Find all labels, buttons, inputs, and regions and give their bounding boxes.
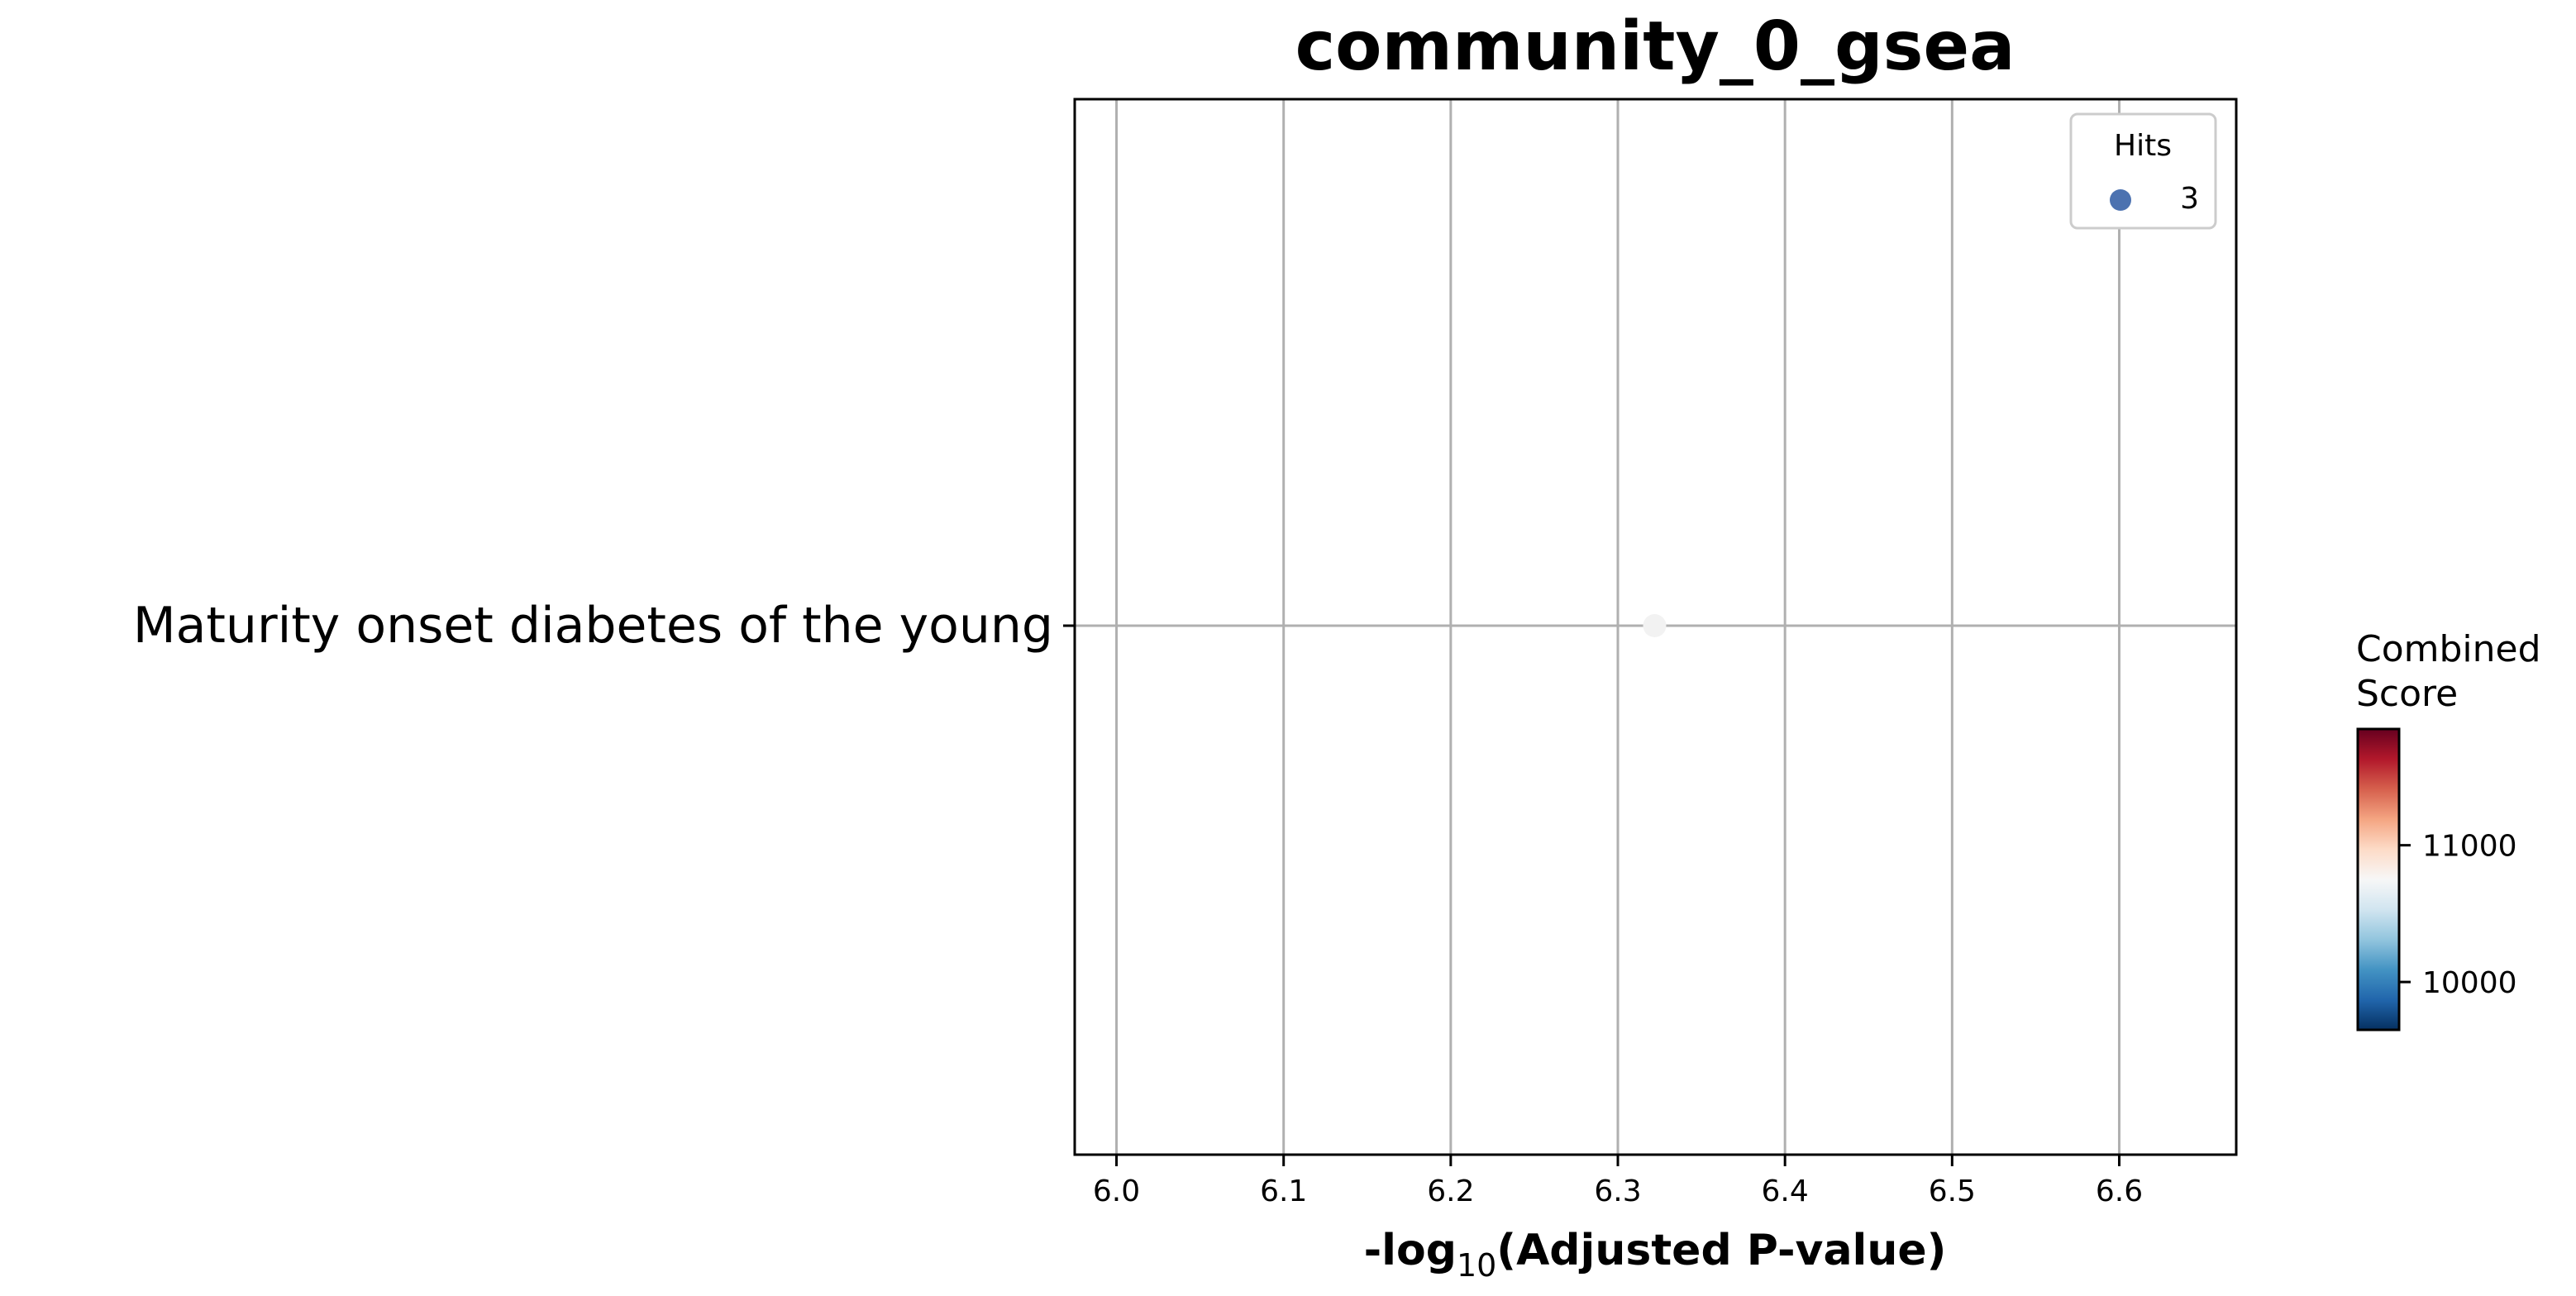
x-tick-label: 6.4 [1762, 1174, 1809, 1208]
y-ticks: Maturity onset diabetes of the young [133, 597, 1075, 655]
chart-title: community_0_gsea [1295, 7, 2015, 86]
y-tick-label: Maturity onset diabetes of the young [133, 597, 1053, 655]
legend-marker [2110, 189, 2131, 211]
x-axis-label-suffix: (Adjusted P-value) [1496, 1226, 1946, 1275]
colorbar-tick-label: 11000 [2422, 830, 2517, 864]
x-axis-label-subscript: 10 [1457, 1247, 1496, 1284]
colorbar-ticks: 10000 11000 [2399, 830, 2517, 1000]
x-tick-label: 6.5 [1929, 1174, 1976, 1208]
x-tick-label: 6.2 [1427, 1174, 1474, 1208]
colorbar-tick-label: 10000 [2422, 966, 2517, 1000]
legend: Hits 3 [2069, 112, 2217, 230]
colorbar: Combined Score 10000 11000 [2356, 628, 2541, 1032]
x-tick-label: 6.3 [1594, 1174, 1641, 1208]
x-tick-label: 6.0 [1093, 1174, 1140, 1208]
data-point [1643, 614, 1667, 637]
x-tick-label: 6.1 [1260, 1174, 1307, 1208]
legend-box [2069, 112, 2217, 230]
colorbar-gradient [2356, 727, 2401, 1032]
legend-label: 3 [2180, 182, 2199, 216]
x-ticks: 6.0 6.1 6.2 6.3 6.4 6.5 6.6 [1093, 1155, 2143, 1208]
x-axis-label-prefix: -log [1364, 1226, 1457, 1275]
x-axis-label: -log10(Adjusted P-value) [1364, 1226, 1947, 1284]
colorbar-title-line2: Score [2356, 673, 2458, 715]
x-tick-label: 6.6 [2096, 1174, 2143, 1208]
legend-title: Hits [2114, 129, 2172, 163]
colorbar-title-line1: Combined [2356, 628, 2541, 670]
data-points [1643, 614, 1667, 637]
